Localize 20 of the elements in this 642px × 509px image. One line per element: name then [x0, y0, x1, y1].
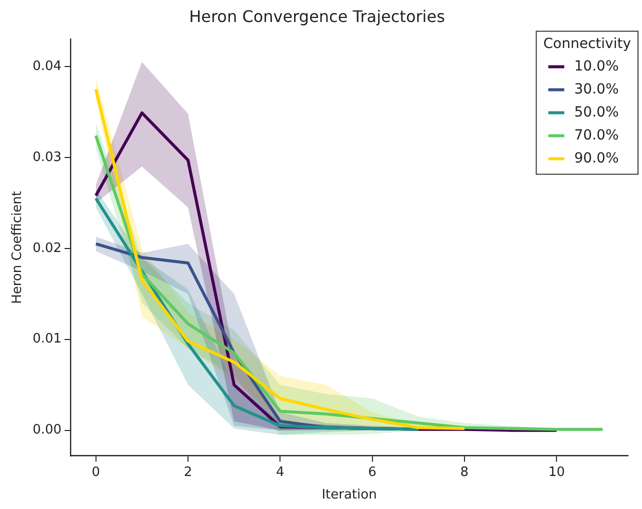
legend-label: 50.0%	[574, 104, 619, 120]
chart-title: Heron Convergence Trajectories	[189, 6, 445, 26]
x-tick-label: 8	[460, 464, 469, 480]
legend-title: Connectivity	[543, 36, 632, 52]
legend-label: 70.0%	[574, 127, 619, 144]
y-tick-label: 0.00	[32, 422, 62, 438]
x-tick-label: 4	[276, 464, 284, 480]
x-tick-label: 6	[368, 464, 376, 480]
legend-label: 90.0%	[574, 150, 619, 166]
legend-label: 10.0%	[574, 58, 619, 74]
x-tick-label: 2	[184, 464, 192, 480]
y-tick-label: 0.03	[32, 150, 62, 165]
y-tick-label: 0.01	[32, 332, 62, 347]
legend-label: 30.0%	[574, 81, 619, 98]
x-axis-title: Iteration	[322, 488, 377, 503]
x-tick-label: 10	[548, 464, 565, 480]
y-tick-label: 0.02	[32, 240, 62, 256]
y-tick-label: 0.04	[32, 58, 62, 74]
y-axis-title: Heron Coefficient	[10, 191, 26, 304]
x-tick-label: 0	[92, 464, 100, 480]
